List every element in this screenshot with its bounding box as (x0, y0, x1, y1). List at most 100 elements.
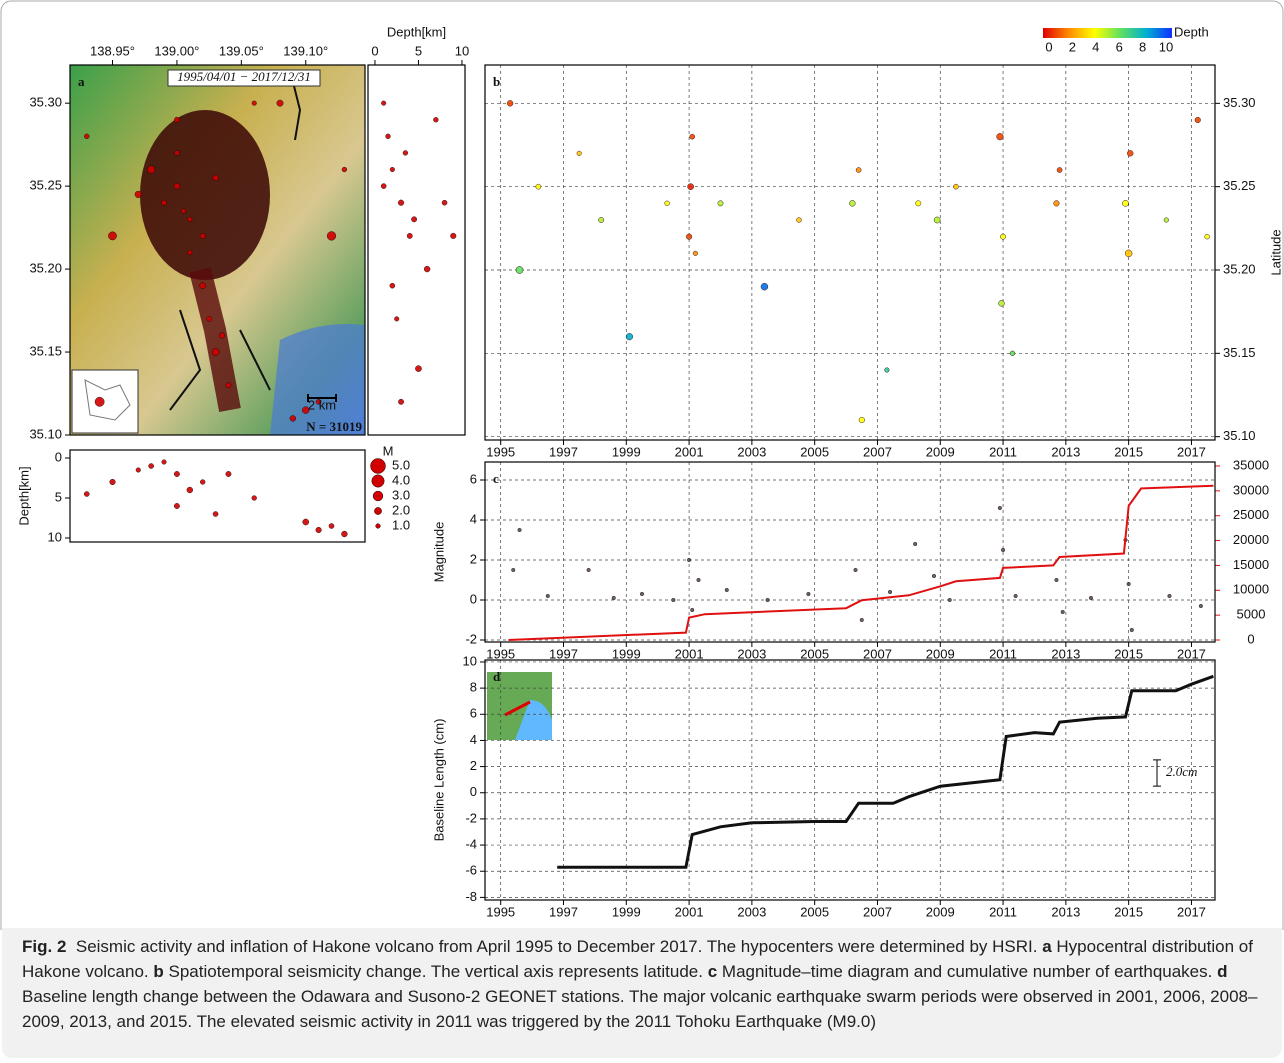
data-point (760, 282, 769, 291)
figure: 138.95° 139.00° 139.05° 139.10° 35.10 35.15 35… (0, 0, 1284, 930)
data-point (796, 217, 802, 223)
legend-label: 5.0 (392, 457, 410, 472)
data-point (855, 167, 862, 173)
colorbar-tick-label: 0 (1045, 39, 1052, 54)
legend-marker (374, 507, 382, 515)
data-point (996, 133, 1004, 141)
data-point (212, 511, 219, 517)
data-point (380, 183, 387, 189)
data-point (199, 232, 206, 239)
data-point (173, 116, 180, 123)
data-point (251, 100, 257, 106)
map-scale (307, 394, 337, 402)
data-point (174, 150, 180, 156)
data-point (625, 333, 634, 341)
x-tick-label: 139.05° (219, 43, 264, 58)
x-tick-label: 2009 (926, 444, 955, 459)
data-point (913, 541, 918, 547)
data-point (1000, 233, 1007, 240)
panel: 1995 1997 1999 2001 2003 2005 2007 2009 2011 2013… (431, 457, 1284, 661)
y-tick-label: -2 (465, 631, 477, 646)
data-point (315, 399, 322, 405)
caption-text: Baseline length change between the Odawa… (22, 962, 1258, 1031)
data-point (598, 217, 605, 223)
x-tick-label: 2015 (1114, 444, 1143, 459)
data-point (315, 526, 322, 534)
x-tick-label: 2013 (1051, 646, 1080, 661)
data-point (423, 265, 431, 273)
data-point (302, 406, 310, 414)
legend-marker (371, 474, 385, 488)
data-point (415, 365, 422, 372)
map-inset-coast (84, 379, 131, 421)
y-tick-label: 35.10 (1223, 428, 1256, 443)
y-tick-label: 0 (55, 449, 62, 464)
y-tick-label: 4 (470, 732, 477, 747)
x-tick-label: 2015 (1114, 646, 1143, 661)
y2-tick-label: 5000 (1237, 607, 1266, 622)
data-point (341, 166, 348, 173)
y-tick-label: 35.15 (29, 343, 62, 358)
panel: 1995 1997 1999 2001 2003 2005 2007 2009 2011 2013… (484, 24, 1283, 459)
plot-frame (484, 64, 1216, 441)
colorbar-tick-label: 4 (1092, 39, 1099, 54)
data-point (953, 183, 959, 190)
colorbar-tick-label: 10 (1159, 39, 1173, 54)
map-sea (270, 324, 365, 435)
data-point (83, 491, 90, 497)
data-point (515, 266, 524, 274)
y-tick-label: 6 (470, 706, 477, 721)
data-point (998, 300, 1005, 307)
data-point (692, 250, 698, 256)
data-point (225, 382, 232, 389)
data-point (341, 530, 348, 538)
y-axis-label: Depth[km] (16, 466, 31, 525)
x-tick-label: 2001 (675, 444, 704, 459)
data-point (328, 523, 335, 529)
data-point (1013, 593, 1018, 599)
x-tick-label: 2003 (737, 646, 766, 661)
data-point (687, 557, 692, 563)
legend-marker (370, 458, 386, 474)
x-tick-label: 2001 (675, 904, 704, 919)
data-point (686, 233, 693, 240)
map-texture (189, 267, 241, 413)
data-point (859, 617, 864, 623)
x-tick-label: 139.00° (154, 43, 199, 58)
x-tick-label: 2017 (1177, 444, 1206, 459)
data-point (302, 518, 310, 526)
y-tick-label: 8 (470, 680, 477, 695)
data-point (664, 200, 670, 207)
x-tick-label: 0 (371, 43, 378, 58)
y-tick-label: 35.10 (29, 426, 62, 441)
data-point (1167, 593, 1172, 599)
data-point (389, 166, 395, 173)
y-tick-label: 2 (470, 551, 477, 566)
x-tick-label: 2007 (863, 904, 892, 919)
data-point (251, 495, 257, 501)
caption-text: Hypocentral distribution of Hakone volca… (22, 937, 1258, 981)
data-point (134, 190, 142, 199)
x-tick-label: 2013 (1051, 904, 1080, 919)
data-point (225, 471, 232, 477)
data-point (450, 232, 457, 239)
inset-map-d-sea (515, 700, 552, 740)
x-tick-label: 2009 (926, 646, 955, 661)
x-tick-label: 1997 (549, 646, 578, 661)
x-tick-label: 2011 (989, 444, 1017, 459)
data-point (576, 150, 582, 156)
x-tick-label: 2007 (863, 646, 892, 661)
x-tick-label: 2005 (800, 904, 829, 919)
x-axis-label: Depth[km] (387, 24, 446, 39)
colorbar-tick-label: 6 (1116, 39, 1123, 54)
legend-label: 1.0 (392, 517, 410, 532)
y-tick-label: 6 (470, 471, 477, 486)
x-tick-label: 1999 (612, 646, 641, 661)
x-tick-label: 138.95° (90, 43, 135, 58)
x-tick-label: 139.10° (283, 43, 328, 58)
data-point (671, 597, 676, 603)
data-point (218, 332, 226, 339)
legend-label: 4.0 (392, 472, 410, 487)
data-point (639, 591, 645, 597)
